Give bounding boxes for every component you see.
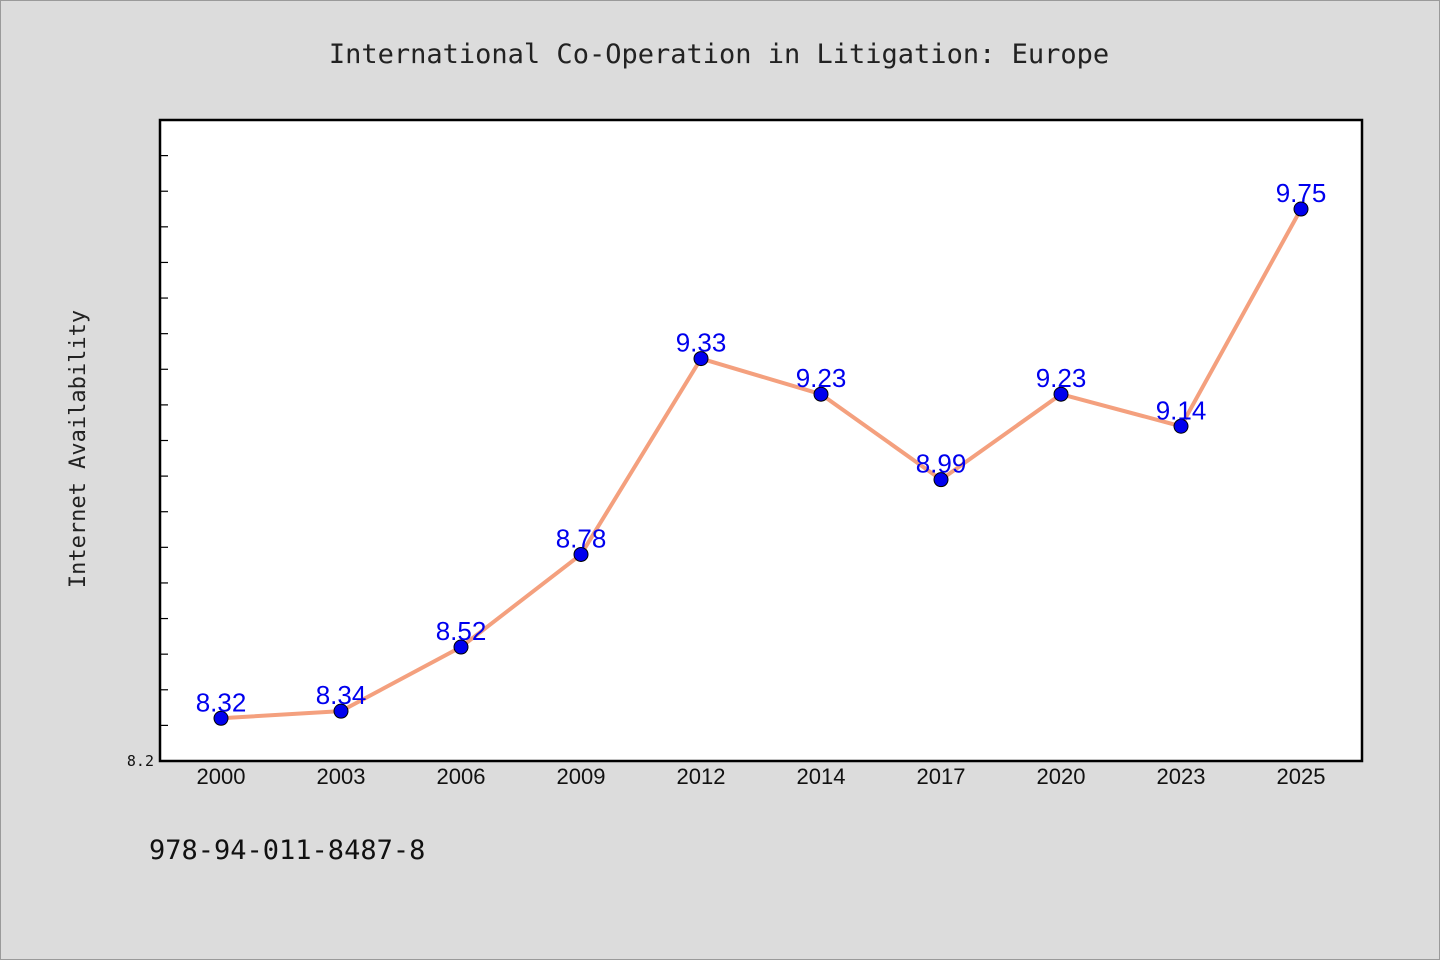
- y-tick-label: 8.2: [127, 752, 154, 770]
- data-label: 9.23: [796, 363, 847, 393]
- x-axis-ticks: 2000 2003 2006 2009 2012 2014 2017 2020 2023 2025: [197, 764, 1326, 789]
- data-label: 8.32: [196, 687, 247, 717]
- data-label: 8.99: [916, 449, 967, 479]
- series-line: [219, 207, 1303, 721]
- data-point: [1053, 386, 1069, 402]
- data-label: 9.23: [1036, 363, 1087, 393]
- x-tick-label: 2017: [917, 764, 966, 789]
- data-point: [693, 351, 709, 367]
- data-label: 8.34: [316, 680, 367, 710]
- x-tick-label: 2012: [677, 764, 726, 789]
- x-tick-label: 2006: [437, 764, 486, 789]
- x-tick-label: 2000: [197, 764, 246, 789]
- x-tick-label: 2020: [1037, 764, 1086, 789]
- data-label: 9.75: [1276, 178, 1327, 208]
- data-point: [1293, 201, 1309, 217]
- data-point: [813, 386, 829, 402]
- y-axis-ticks: 8.2: [127, 155, 168, 770]
- data-label: 9.14: [1156, 395, 1207, 425]
- x-tick-label: 2023: [1157, 764, 1206, 789]
- data-point: [933, 472, 949, 488]
- data-label: 8.78: [556, 523, 607, 553]
- isbn-footer: 978-94-011-8487-8: [149, 835, 426, 866]
- plot-area: [158, 118, 1364, 763]
- x-tick-label: 2009: [557, 764, 606, 789]
- data-point: [333, 703, 349, 719]
- x-tick-label: 2014: [797, 764, 846, 789]
- data-label: 9.33: [676, 328, 727, 358]
- data-point: [453, 639, 469, 655]
- x-tick-label: 2025: [1277, 764, 1326, 789]
- data-point: [573, 546, 589, 562]
- data-series: 8.32 8.34 8.52 8.78 9.33 9.23 8.99 9.23 9.14 9.75: [196, 178, 1327, 726]
- y-axis-label: Internet Availability: [66, 310, 91, 588]
- data-label: 8.52: [436, 616, 487, 646]
- data-point: [213, 710, 229, 726]
- x-tick-label: 2003: [317, 764, 366, 789]
- data-point: [1173, 418, 1189, 434]
- chart-title: International Co-Operation in Litigation…: [329, 39, 1109, 70]
